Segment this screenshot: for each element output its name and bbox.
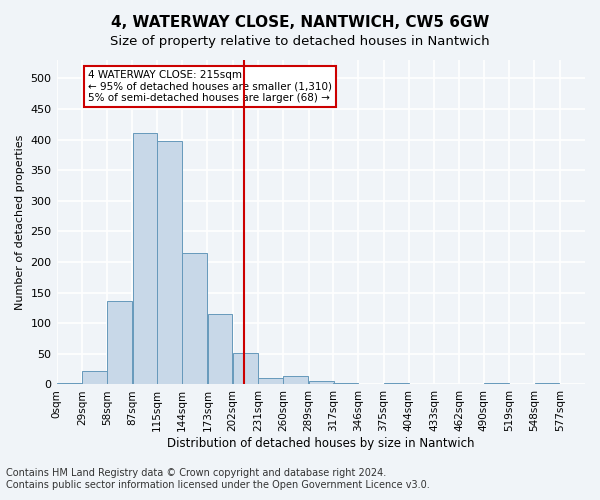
Bar (333, 383, 358, 384)
Text: 4 WATERWAY CLOSE: 215sqm
← 95% of detached houses are smaller (1,310)
5% of semi: 4 WATERWAY CLOSE: 215sqm ← 95% of detach… (88, 70, 332, 103)
Bar (283, 376, 308, 384)
Bar (157, 142, 182, 384)
Bar (535, 383, 559, 384)
Bar (484, 383, 509, 384)
Y-axis label: Number of detached properties: Number of detached properties (15, 134, 25, 310)
Bar (107, 300, 132, 384)
Bar (258, 378, 283, 384)
Bar (57, 383, 82, 384)
Text: Size of property relative to detached houses in Nantwich: Size of property relative to detached ho… (110, 35, 490, 48)
Text: 4, WATERWAY CLOSE, NANTWICH, CW5 6GW: 4, WATERWAY CLOSE, NANTWICH, CW5 6GW (111, 15, 489, 30)
Bar (208, 314, 232, 384)
Bar (309, 381, 334, 384)
Bar (233, 352, 258, 384)
Bar (182, 253, 207, 384)
Bar (82, 371, 107, 384)
Text: Contains HM Land Registry data © Crown copyright and database right 2024.
Contai: Contains HM Land Registry data © Crown c… (6, 468, 430, 490)
Bar (133, 134, 157, 384)
X-axis label: Distribution of detached houses by size in Nantwich: Distribution of detached houses by size … (167, 437, 475, 450)
Bar (384, 383, 409, 384)
